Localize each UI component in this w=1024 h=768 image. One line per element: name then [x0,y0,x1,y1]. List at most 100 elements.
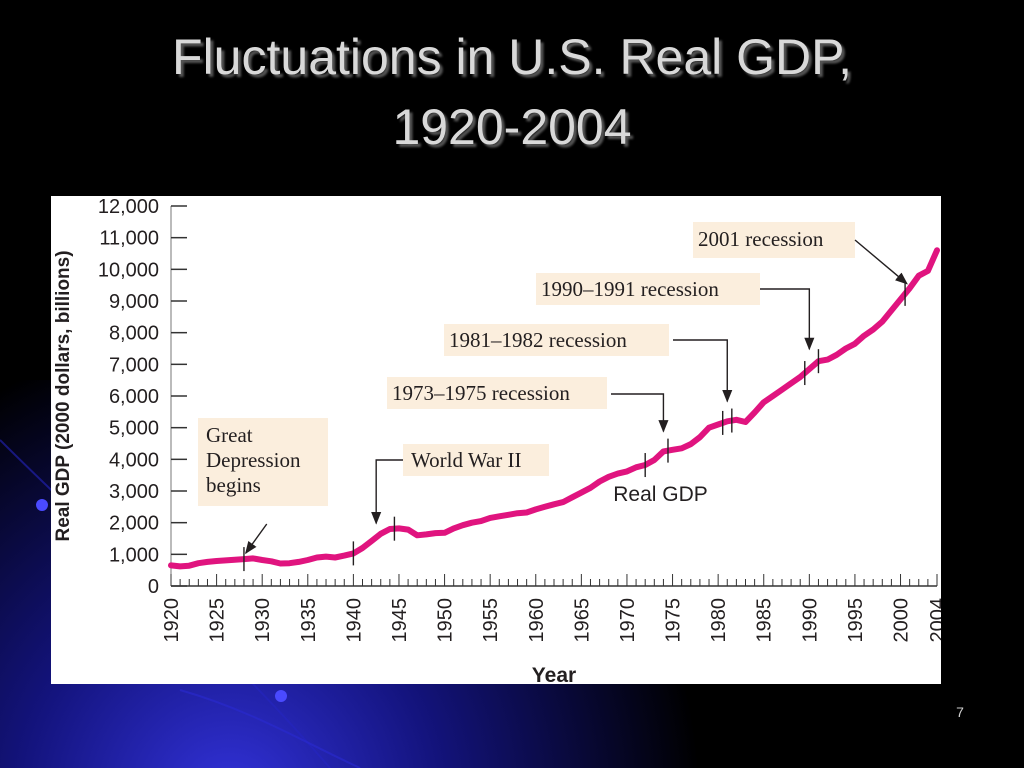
data-point [487,515,493,521]
data-point [469,520,475,526]
annotation-text: 1990–1991 recession [541,277,719,301]
data-point [168,562,174,568]
data-point [624,468,630,474]
annotation-arrow [371,459,403,525]
x-tick-label: 1935 [298,598,320,643]
annotation-arrow [854,239,908,285]
y-tick-label: 12,000 [98,196,159,218]
data-point [214,558,220,564]
x-tick-label: 1940 [343,598,365,643]
annotation-arrow [673,339,733,403]
annotation-arrow [245,523,268,555]
x-tick-label: 1925 [207,598,229,643]
data-point [296,559,302,565]
annotation-text: Depression [206,448,301,472]
annotation-arrow [611,393,669,433]
data-point [387,526,393,532]
data-point [396,525,402,531]
data-point [633,464,639,470]
data-point [843,346,849,351]
x-axis-title: Year [532,664,576,684]
slide-title: Fluctuations in U.S. Real GDP, 1920-2004 [0,22,1024,162]
data-point [898,296,904,302]
data-point [496,513,502,519]
annotation-box [403,444,549,476]
x-tick-label: 1990 [799,598,821,643]
data-point [360,545,365,551]
data-point [204,559,210,565]
data-point [825,357,831,363]
data-point [524,510,530,516]
annotation-callout: 2001 recession [693,222,908,285]
x-tick-label: 1970 [617,598,639,643]
data-point [378,531,384,537]
data-point [405,527,411,533]
data-point [761,399,767,405]
data-point [870,327,876,332]
data-point [743,419,748,425]
data-point [907,285,913,291]
x-tick-label: 1930 [252,598,274,643]
y-tick-label: 2,000 [109,513,159,535]
data-point [177,563,183,569]
data-point [706,425,712,431]
y-tick-label: 3,000 [109,481,159,503]
data-point [560,499,566,505]
data-point [451,525,457,531]
x-tick-label: 1995 [845,598,867,643]
data-point [888,308,894,313]
data-point [369,538,375,544]
annotation-box [387,377,607,409]
y-tick-label: 9,000 [109,291,159,313]
data-point [806,366,812,372]
data-point [569,494,575,500]
data-point [314,555,320,560]
data-point [834,352,840,358]
data-point [232,557,238,563]
data-point [615,471,621,477]
x-tick-label: 2000 [891,598,913,643]
data-point [423,531,429,537]
data-point [770,393,776,399]
x-tick-label: 1985 [754,598,776,643]
annotation-text: 1981–1982 recession [449,328,627,352]
data-point [551,501,557,507]
x-tick-label: 1965 [571,598,593,643]
data-point [195,560,201,566]
y-tick-label: 10,000 [98,259,159,281]
annotation-text: 2001 recession [698,227,824,251]
data-point [861,333,867,339]
data-point [697,434,703,440]
slide-title-line2: 1920-2004 [392,99,632,155]
data-point [752,409,758,415]
annotation-box [536,273,760,305]
data-point [533,506,539,512]
data-point [916,273,922,279]
data-point [478,518,484,524]
data-point [223,557,229,563]
annotation-arrow [760,288,815,351]
annotation-callout: 1981–1982 recession [444,324,733,403]
data-point [542,504,548,510]
y-tick-label: 6,000 [109,386,159,408]
data-point [733,417,739,423]
annotation-text: Great [206,423,253,447]
annotation-box [198,418,328,506]
x-tick-label: 1920 [161,598,183,643]
x-tick-label: 2004 [927,598,941,643]
x-tick-label: 1980 [708,598,730,643]
x-tick-label: 1945 [389,598,411,643]
annotation-box [693,222,855,258]
data-point [460,522,466,528]
data-point [651,457,657,463]
data-point [879,319,885,325]
data-point [186,563,192,569]
x-tick-label: 1950 [435,598,457,643]
data-point [323,554,329,560]
data-point [852,341,858,347]
data-point [341,553,347,559]
data-point [268,558,274,564]
data-point [515,510,521,516]
x-tick-label: 1975 [663,598,685,643]
